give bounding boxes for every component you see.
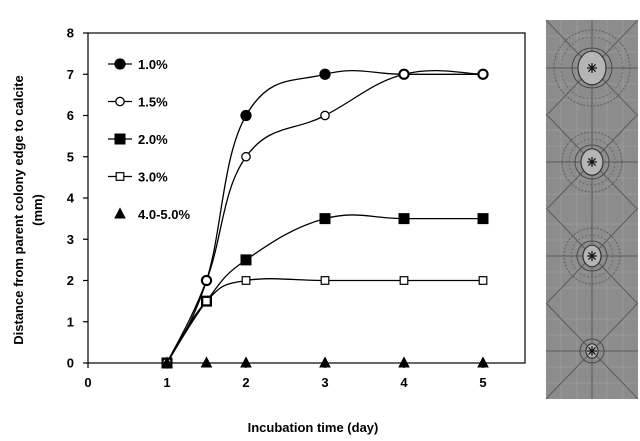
legend-label-4-0-5-0: 4.0-5.0% [138,207,190,222]
legend-marker-1-0 [114,58,126,70]
colony-photo-1 [546,20,638,116]
y-axis-title-line-2: (mm) [30,194,45,226]
colony-photo-3-image [546,208,638,304]
photo-ring [560,36,624,100]
data-point-1-5 [399,69,409,80]
data-point-4-0-5-0 [240,356,252,368]
data-point-4-0-5-0 [200,356,213,368]
plot-frame [87,32,526,364]
data-point-4-0-5-0 [319,356,331,368]
photo-ring [563,227,621,285]
colony-photo-4-image [546,303,638,399]
legend-label-1-0: 1.0% [138,57,168,72]
data-point-2-0 [477,213,489,225]
legend-label-2-0: 2.0% [138,132,168,147]
photo-ring [561,131,623,193]
photo-ring [570,234,614,278]
photo-ring [579,338,605,364]
x-tick-label: 4 [400,375,408,390]
chart-axes: 0 1 2 3 4 5 6 7 8 0 1 2 3 4 5 [67,26,526,390]
y-tick-label: 4 [67,191,75,206]
photo-center-mark [588,252,596,260]
legend-marker-1-5 [115,96,125,107]
photo-center-mark [588,347,596,355]
photo-center-mark [588,64,596,72]
colony-photo-2 [546,114,638,210]
x-tick-label: 3 [321,375,328,390]
data-point-2-0 [398,213,410,225]
data-point-1-0 [240,109,252,122]
y-tick-label: 1 [67,314,74,329]
chart-legend: 1.0% 1.5% 2.0% 3.0% 4.0-5.0% [108,57,190,222]
x-tick-label: 1 [163,375,170,390]
data-point-3-0 [320,276,330,285]
x-tick-label: 5 [479,375,486,390]
legend-label-3-0: 3.0% [138,170,168,185]
data-point-3-0 [399,276,409,285]
y-tick-label: 2 [67,273,74,288]
data-point-3-0 [478,276,488,285]
series-line-3-0 [166,278,483,364]
data-point-3-0 [241,276,251,285]
chart-series [161,68,489,369]
data-point-2-0 [240,254,252,266]
y-tick-label: 3 [67,232,74,247]
legend-marker-2-0 [114,133,126,145]
y-tick-label: 6 [67,108,74,123]
x-axis-title: Incubation time (day) [248,420,379,435]
series-line-2-0 [166,214,483,364]
data-point-1-5 [241,151,251,162]
legend-marker-4-0-5-0 [114,207,126,219]
y-tick-label: 5 [67,149,74,164]
data-point-1-0 [319,68,331,80]
y-axis-title-line-1: Distance from parent colony edge to calc… [11,75,26,344]
data-point-4-0-5-0 [477,356,489,368]
colony-photo-1-image [546,20,638,116]
photo-ring [571,47,613,89]
colony-photo-2-image [546,114,638,210]
data-point-1-5 [201,275,212,286]
photo-center-mark [588,158,596,166]
photo-ring [574,144,610,180]
data-point-4-0-5-0 [161,356,173,368]
legend-label-1-5: 1.5% [138,95,168,110]
colony-photo-4 [546,303,638,399]
data-point-3-0 [202,296,211,306]
data-point-1-5 [320,110,330,121]
x-tick-label: 2 [242,375,249,390]
x-tick-label: 0 [84,375,91,390]
y-tick-label: 0 [67,356,74,371]
photo-ring [553,29,631,107]
data-point-2-0 [319,213,331,225]
data-point-1-5 [478,69,488,80]
data-point-4-0-5-0 [398,356,410,368]
legend-marker-3-0 [115,172,125,181]
y-tick-label: 7 [67,67,74,82]
colony-photo-3 [546,208,638,304]
y-tick-label: 8 [67,26,74,41]
photo-ring [576,240,608,272]
photo-ring [568,138,616,186]
